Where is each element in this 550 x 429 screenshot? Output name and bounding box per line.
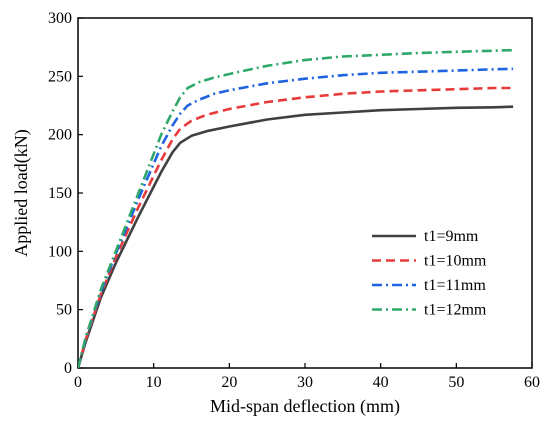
x-axis-title: Mid-span deflection (mm)	[210, 396, 400, 417]
series-line-4	[78, 48, 514, 368]
y-tick-label: 150	[48, 185, 72, 202]
y-tick-label: 100	[48, 243, 72, 260]
x-tick-label: 0	[74, 374, 82, 391]
legend-label-4: t1=12mm	[424, 302, 487, 319]
x-axis: 0 10 20 30 40 50 60	[74, 363, 540, 391]
series-line-1	[78, 105, 514, 368]
legend: t1=9mm t1=10mm t1=11mm t1=12mm	[372, 228, 487, 319]
y-tick-label: 300	[48, 10, 72, 27]
y-tick-label: 50	[56, 302, 72, 319]
y-tick-label: 250	[48, 68, 72, 85]
y-axis: 0 50 100 150 200 250 300	[48, 10, 83, 377]
x-tick-label: 20	[221, 374, 237, 391]
x-tick-label: 40	[373, 374, 389, 391]
series-line-3	[78, 67, 514, 368]
y-tick-label: 0	[64, 360, 72, 377]
series-layer	[78, 48, 514, 368]
legend-label-1: t1=9mm	[424, 228, 479, 245]
x-tick-label: 50	[448, 374, 464, 391]
y-tick-label: 200	[48, 127, 72, 144]
legend-label-3: t1=11mm	[424, 277, 486, 294]
y-axis-title: Applied load(kN)	[11, 129, 32, 256]
legend-label-2: t1=10mm	[424, 253, 487, 270]
x-tick-label: 30	[297, 374, 313, 391]
series-line-2	[78, 86, 514, 368]
x-tick-label: 10	[146, 374, 162, 391]
x-tick-label: 60	[524, 374, 540, 391]
